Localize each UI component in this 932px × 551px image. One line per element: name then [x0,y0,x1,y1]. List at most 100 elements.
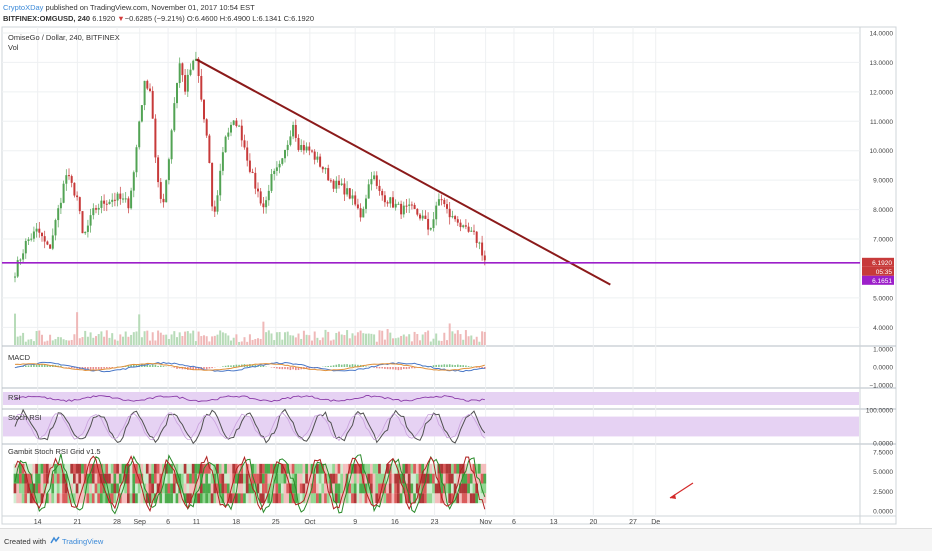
volume-bar [17,337,19,345]
volume-bar [316,338,318,345]
volume-bar [395,338,397,345]
macd-histogram-bar [471,366,473,367]
gambit-grid-cell [222,464,225,474]
gambit-grid-cell [249,484,252,494]
candle-body [379,186,381,191]
candle-body [28,239,30,241]
gambit-grid-cell [257,474,260,484]
volume-bar [422,335,424,345]
volume-bar [476,337,478,345]
gambit-grid-cell [303,474,306,484]
volume-bar [100,331,102,345]
gambit-grid-cell [43,464,46,474]
candle-body [184,75,186,92]
gambit-grid-cell [197,493,200,503]
candle-body [192,61,194,70]
candle-body [187,75,189,92]
gambit-grid-cell [124,493,127,503]
macd-histogram-bar [403,367,405,369]
candle-body [306,147,308,151]
candle-body [171,130,173,159]
gambit-grid-cell [84,464,87,474]
volume-bar [414,332,416,345]
candle-body [276,167,278,171]
gambit-grid-cell [454,464,457,474]
volume-bar [327,332,329,345]
macd-histogram-bar [228,365,230,367]
candle-body [22,253,24,259]
candle-body [114,200,116,201]
candle-body [63,184,65,203]
candle-body [244,140,246,147]
volume-bar [192,331,194,345]
gambit-grid-cell [135,484,138,494]
gambit-grid-cell [135,493,138,503]
gambit-grid-cell [114,474,117,484]
gambit-grid-cell [103,493,106,503]
macd-histogram-bar [381,367,383,368]
gambit-grid-cell [481,474,484,484]
volume-bar [381,331,383,345]
gambit-grid-cell [22,474,25,484]
candle-body [354,195,356,204]
volume-bar [424,332,426,345]
gambit-grid-cell [316,493,319,503]
volume-bar [276,332,278,345]
volume-bar [449,323,451,345]
gambit-grid-cell [108,464,111,474]
gambit-y-tick: 5.0000 [873,469,893,476]
gambit-grid-cell [392,484,395,494]
volume-bar [287,332,289,345]
tradingview-link[interactable]: TradingView [62,537,103,546]
gambit-grid-cell [465,484,468,494]
volume-bar [478,342,480,345]
gambit-grid-cell [211,493,214,503]
volume-bar [179,332,181,345]
candle-body [325,168,327,169]
volume-bar [41,335,43,345]
gambit-grid-cell [338,484,341,494]
y-tick-label: 5.0000 [873,295,893,302]
gambit-grid-cell [78,474,81,484]
gambit-grid-cell [357,493,360,503]
volume-bar [306,335,308,345]
volume-bar [198,332,200,345]
candle-body [465,225,467,226]
volume-bar [28,340,30,345]
candle-body [190,70,192,75]
volume-bar [200,336,202,345]
candle-body [352,195,354,198]
volume-bar [419,340,421,345]
gambit-grid-cell [338,493,341,503]
candle-body [392,197,394,207]
gambit-grid-cell [397,484,400,494]
candle-body [284,150,286,158]
gambit-grid-cell [157,464,160,474]
candle-body [90,215,92,225]
gambit-grid-cell [38,493,41,503]
gambit-grid-cell [354,493,357,503]
candle-body [333,181,335,189]
gambit-grid-cell [351,474,354,484]
candle-body [268,191,270,200]
gambit-grid-cell [154,474,157,484]
gambit-grid-cell [184,484,187,494]
candle-body [295,125,297,138]
gambit-grid-cell [483,484,486,494]
volume-bar [268,330,270,345]
gambit-grid-cell [33,464,36,474]
volume-bar [19,336,21,345]
gambit-grid-cell [19,493,22,503]
candle-body [408,205,410,206]
candle-body [384,195,386,202]
macd-histogram-bar [206,367,208,369]
candle-body [154,119,156,158]
volume-bar [427,331,429,345]
candle-body [303,145,305,150]
gambit-grid-cell [130,484,133,494]
candle-body [84,232,86,233]
gambit-grid-cell [170,493,173,503]
x-tick-label: De [651,519,660,526]
gambit-grid-cell [57,493,60,503]
